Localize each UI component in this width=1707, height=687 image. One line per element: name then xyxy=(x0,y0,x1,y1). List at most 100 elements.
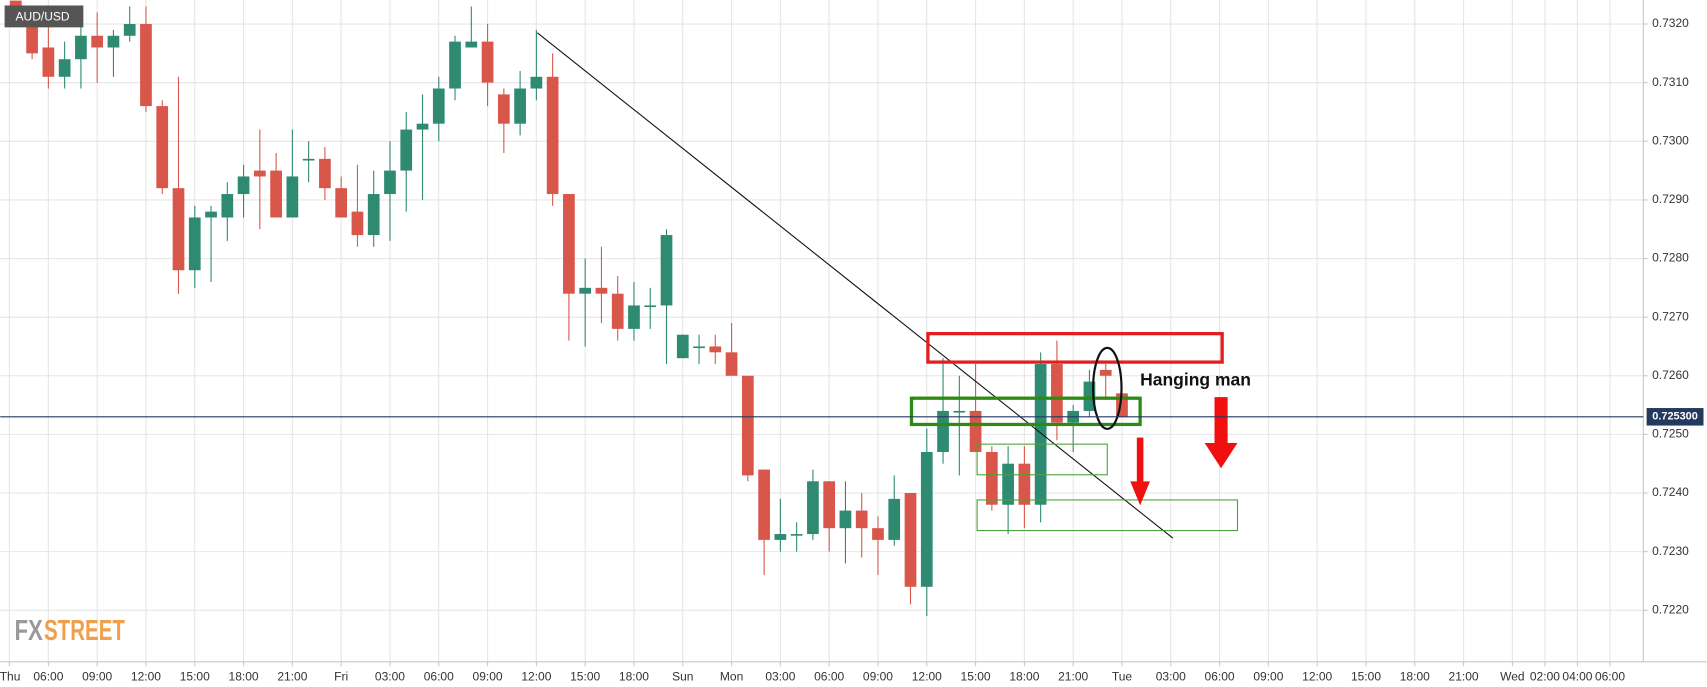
x-tick-label: 09:00 xyxy=(82,669,112,683)
candle-body xyxy=(481,41,494,83)
y-tick-label: 0.7240 xyxy=(1652,485,1689,499)
candle-body xyxy=(725,352,738,376)
candle-body xyxy=(807,481,819,535)
candle-body xyxy=(237,176,250,195)
candle-body xyxy=(384,170,396,195)
x-tick-label: 15:00 xyxy=(1351,669,1381,683)
candle-body xyxy=(774,534,787,540)
candle-body xyxy=(1099,369,1112,376)
candle-body xyxy=(432,88,445,124)
candle-body xyxy=(953,410,966,413)
x-tick-label: 18:00 xyxy=(619,669,649,683)
candle-body xyxy=(693,346,705,349)
x-tick-label: 15:00 xyxy=(961,669,991,683)
x-tick-label: 03:00 xyxy=(765,669,795,683)
x-tick-label: Sun xyxy=(672,669,693,683)
x-tick-label: 02:00 xyxy=(1530,669,1560,683)
x-tick-label: 12:00 xyxy=(131,669,161,683)
target-box xyxy=(976,443,1108,476)
candle-body xyxy=(1034,364,1047,505)
candle-body xyxy=(514,88,526,124)
candle-body xyxy=(465,41,478,48)
candle-body xyxy=(1116,393,1128,417)
x-tick-label: 03:00 xyxy=(1156,669,1186,683)
resistance-box xyxy=(926,332,1224,364)
y-tick-label: 0.7230 xyxy=(1652,544,1689,558)
candle-body xyxy=(319,158,331,189)
candles xyxy=(9,0,1128,617)
last-price-badge xyxy=(1646,408,1704,426)
candle-body xyxy=(1051,364,1063,423)
candle-body xyxy=(26,18,38,54)
candle-body xyxy=(823,481,836,529)
x-tick-label: Fri xyxy=(334,669,348,683)
symbol-badge xyxy=(4,5,84,28)
candle-body xyxy=(676,334,689,359)
y-tick-label: 0.7260 xyxy=(1652,368,1689,382)
x-tick-label: 09:00 xyxy=(473,669,503,683)
x-tick-label: 09:00 xyxy=(863,669,893,683)
candle-body xyxy=(660,235,673,306)
candle-body xyxy=(335,188,348,218)
candle-body xyxy=(449,41,461,89)
y-tick-label: 0.7250 xyxy=(1652,427,1689,441)
candle-body xyxy=(42,47,55,77)
target-box xyxy=(976,499,1239,532)
x-tick-label: 12:00 xyxy=(521,669,551,683)
x-tick-label: 03:00 xyxy=(375,669,405,683)
x-tick-label: 21:00 xyxy=(277,669,307,683)
candle-body xyxy=(969,410,982,452)
watermark-street: STREET xyxy=(44,615,125,647)
candle-body xyxy=(904,493,917,587)
candle-body xyxy=(611,293,624,329)
y-tick-label: 0.7300 xyxy=(1652,133,1689,147)
candle-body xyxy=(400,129,413,171)
x-tick-label: 06:00 xyxy=(814,669,844,683)
candle-body xyxy=(644,305,657,308)
candle-body xyxy=(530,76,543,89)
candle-body xyxy=(741,375,754,476)
candle-body xyxy=(709,346,722,353)
candle-body xyxy=(286,176,299,218)
arrow-shaft xyxy=(1136,437,1144,484)
candle-body xyxy=(546,76,559,195)
x-tick-label: 18:00 xyxy=(1009,669,1039,683)
x-tick-label: 06:00 xyxy=(1595,669,1625,683)
x-tick-label: 06:00 xyxy=(33,669,63,683)
x-tick-label: 18:00 xyxy=(229,669,259,683)
watermark-fx: FX xyxy=(14,615,42,647)
arrow-head xyxy=(1130,481,1150,506)
candle-body xyxy=(497,94,510,124)
candle-body xyxy=(872,528,884,540)
x-tick-label: Mon xyxy=(720,669,743,683)
x-tick-label: 04:00 xyxy=(1562,669,1592,683)
candle-body xyxy=(188,217,201,271)
y-tick-label: 0.7320 xyxy=(1652,16,1689,30)
x-tick-label: 15:00 xyxy=(570,669,600,683)
highlight-ellipse xyxy=(1091,346,1123,430)
y-tick-label: 0.7290 xyxy=(1652,192,1689,206)
arrow-head xyxy=(1204,443,1238,469)
symbol: AUD/USD xyxy=(16,10,70,24)
x-tick-label: 21:00 xyxy=(1449,669,1479,683)
candle-body xyxy=(416,123,429,130)
x-tick-label: 06:00 xyxy=(1205,669,1235,683)
x-tick-label: 12:00 xyxy=(912,669,942,683)
candle-body xyxy=(75,35,87,60)
x-tick-label: Thu xyxy=(0,669,20,683)
y-tick-label: 0.7270 xyxy=(1652,309,1689,323)
candle-body xyxy=(758,469,770,540)
candle-body xyxy=(107,35,120,48)
x-tick-label: 06:00 xyxy=(424,669,454,683)
arrows xyxy=(1130,397,1238,506)
x-tick-label: 15:00 xyxy=(180,669,210,683)
candle-body xyxy=(156,106,169,189)
y-tick-label: 0.7310 xyxy=(1652,75,1689,89)
trend-line xyxy=(537,32,1174,539)
candle-body xyxy=(855,510,868,529)
candle-body xyxy=(302,158,315,161)
x-tick-label: Wed xyxy=(1500,669,1524,683)
